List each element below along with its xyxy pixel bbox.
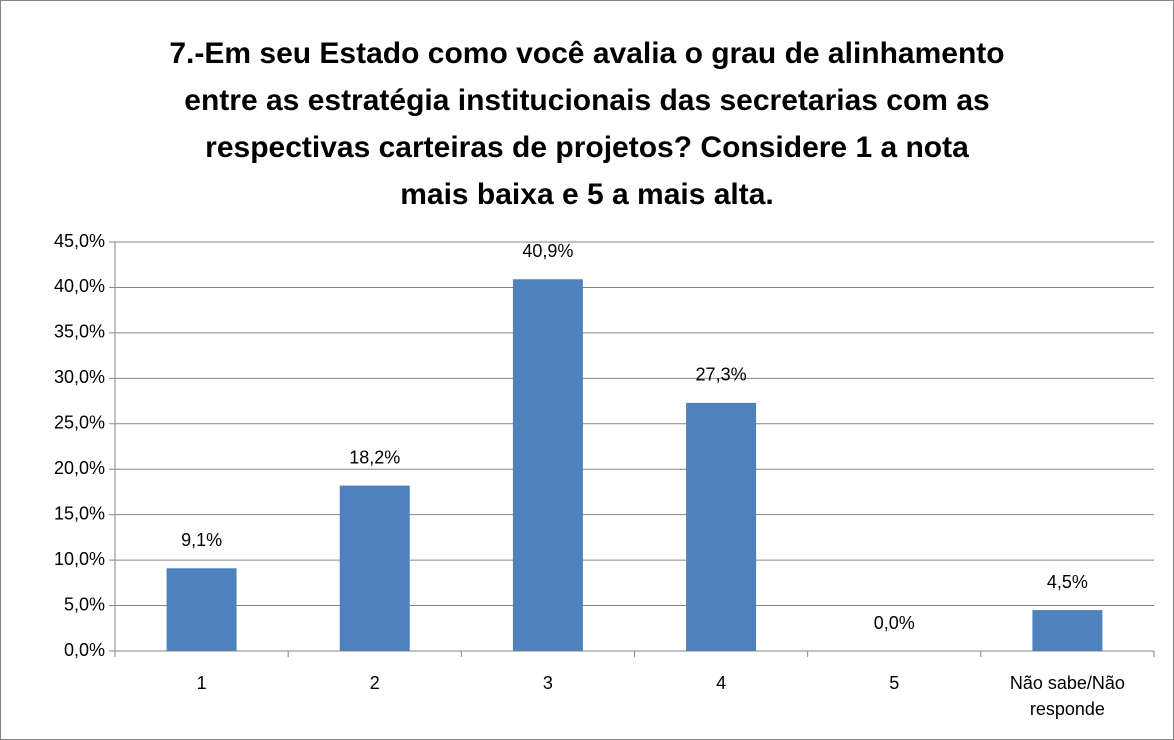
- data-label: 9,1%: [181, 530, 222, 550]
- x-tick-label: 3: [542, 673, 553, 693]
- y-tick-label: 0,0%: [64, 640, 105, 660]
- x-tick-label: 5: [889, 673, 900, 693]
- chart-title: 7.-Em seu Estado como você avalia o grau…: [169, 37, 1005, 211]
- y-tick-label: 35,0%: [54, 322, 105, 342]
- data-label: 4,5%: [1047, 572, 1088, 592]
- bar: [1032, 610, 1103, 651]
- y-tick-label: 10,0%: [54, 549, 105, 569]
- data-label: 40,9%: [522, 241, 573, 261]
- bar: [166, 568, 237, 651]
- data-label: 0,0%: [874, 613, 915, 633]
- y-tick-label: 30,0%: [54, 367, 105, 387]
- y-tick-label: 25,0%: [54, 413, 105, 433]
- data-label: 18,2%: [349, 447, 400, 467]
- y-tick-label: 45,0%: [54, 231, 105, 251]
- y-tick-label: 5,0%: [64, 594, 105, 614]
- y-tick-label: 15,0%: [54, 503, 105, 523]
- bar: [339, 485, 410, 651]
- x-tick-label: 2: [369, 673, 380, 693]
- x-tick-label: 4: [716, 673, 727, 693]
- bar: [686, 402, 757, 651]
- x-tick-label: Não sabe/Não responde: [1009, 673, 1125, 719]
- y-tick-label: 20,0%: [54, 458, 105, 478]
- data-label: 27,3%: [696, 365, 747, 385]
- bar: [512, 279, 583, 651]
- y-tick-label: 40,0%: [54, 276, 105, 296]
- x-tick-label: 1: [196, 673, 207, 693]
